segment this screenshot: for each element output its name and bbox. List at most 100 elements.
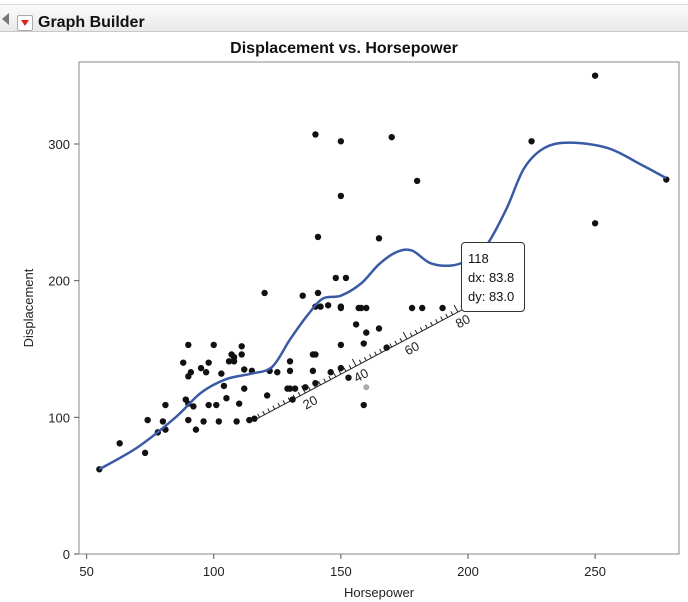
data-point[interactable]: [345, 374, 352, 381]
data-point[interactable]: [261, 289, 268, 297]
data-point[interactable]: [223, 395, 230, 402]
ruler-tick: [318, 381, 321, 386]
data-point[interactable]: [314, 289, 322, 297]
data-point[interactable]: [241, 385, 248, 392]
data-point[interactable]: [241, 366, 248, 373]
data-point[interactable]: [286, 367, 294, 375]
data-point[interactable]: [289, 396, 296, 403]
data-point[interactable]: [210, 341, 217, 349]
data-point[interactable]: [162, 401, 169, 409]
data-point[interactable]: [327, 369, 334, 376]
data-point[interactable]: [220, 382, 228, 390]
y-tick-label: 0: [63, 547, 70, 562]
data-point[interactable]: [246, 416, 253, 424]
data-point[interactable]: [439, 304, 446, 312]
data-point[interactable]: [286, 385, 294, 392]
data-point[interactable]: [235, 400, 243, 407]
ruler-tick: [257, 413, 260, 418]
data-point[interactable]: [324, 302, 332, 309]
data-point[interactable]: [185, 341, 192, 349]
data-point[interactable]: [205, 401, 212, 409]
data-point[interactable]: [205, 359, 212, 366]
data-point[interactable]: [337, 341, 345, 349]
data-point[interactable]: [144, 416, 151, 424]
data-point[interactable]: [202, 369, 210, 376]
data-point[interactable]: [312, 351, 319, 358]
data-point[interactable]: [286, 358, 294, 365]
data-point[interactable]: [413, 177, 421, 185]
data-point[interactable]: [197, 364, 205, 372]
data-point[interactable]: [238, 351, 245, 358]
data-point[interactable]: [230, 354, 238, 361]
data-point[interactable]: [274, 369, 281, 376]
data-point[interactable]: [215, 418, 223, 425]
data-point[interactable]: [383, 344, 390, 351]
y-axis-label: Displacement: [21, 268, 36, 347]
ruler-tick: [419, 327, 423, 332]
data-point[interactable]: [302, 384, 309, 391]
data-point[interactable]: [337, 304, 345, 312]
data-point[interactable]: [299, 292, 306, 299]
data-point[interactable]: [180, 359, 187, 366]
data-point[interactable]: [388, 133, 395, 141]
data-point[interactable]: [591, 72, 599, 79]
data-point[interactable]: [317, 303, 324, 310]
data-point[interactable]: [375, 325, 383, 332]
data-point[interactable]: [337, 138, 345, 145]
data-point[interactable]: [408, 304, 416, 312]
plot-frame: [78, 61, 680, 555]
ruler-tick-label: 20: [300, 392, 320, 412]
data-point[interactable]: [363, 329, 370, 336]
ruler-tick: [338, 370, 342, 375]
data-point[interactable]: [225, 358, 233, 365]
data-point[interactable]: [192, 426, 200, 433]
data-point[interactable]: [375, 235, 383, 242]
data-point[interactable]: [200, 418, 207, 425]
data-point[interactable]: [591, 220, 599, 227]
data-point[interactable]: [360, 401, 367, 409]
ruler-tick: [450, 310, 454, 315]
data-point[interactable]: [187, 369, 195, 376]
data-point[interactable]: [528, 138, 535, 145]
data-point[interactable]: [419, 304, 426, 312]
data-point[interactable]: [337, 364, 345, 372]
data-point[interactable]: [213, 401, 220, 409]
data-point[interactable]: [309, 367, 317, 375]
ruler-tick: [430, 321, 433, 326]
data-point[interactable]: [185, 416, 192, 424]
data-point[interactable]: [159, 418, 167, 425]
data-point[interactable]: [218, 370, 225, 377]
data-point[interactable]: [190, 403, 197, 410]
data-point[interactable]: [312, 131, 319, 138]
data-point[interactable]: [263, 392, 271, 399]
data-point[interactable]: [342, 274, 350, 282]
data-point[interactable]: [363, 304, 370, 312]
data-point[interactable]: [291, 385, 299, 392]
data-point[interactable]: [251, 415, 258, 422]
data-point[interactable]: [233, 418, 240, 425]
data-point[interactable]: [358, 304, 365, 312]
data-point[interactable]: [360, 340, 367, 347]
ruler-tick-label: 40: [351, 365, 371, 385]
data-point[interactable]: [337, 192, 345, 200]
data-point[interactable]: [352, 321, 360, 328]
ruler-tick: [267, 408, 271, 413]
ruler-tick: [394, 340, 398, 345]
ruler-tick: [389, 343, 393, 348]
ruler-tick: [328, 375, 332, 380]
x-tick-label: 100: [203, 564, 225, 579]
data-point[interactable]: [238, 343, 245, 350]
tooltip-dx: dx: 83.8: [468, 270, 515, 285]
data-point[interactable]: [332, 274, 339, 282]
disclosure-triangle-icon[interactable]: [2, 13, 9, 25]
data-point[interactable]: [314, 233, 322, 241]
ruler-tick: [348, 364, 352, 369]
red-triangle-menu-icon[interactable]: [17, 15, 33, 31]
ruler-tick: [445, 313, 449, 318]
ruler-tick-label: 80: [453, 311, 473, 331]
data-point[interactable]: [141, 449, 149, 457]
data-point[interactable]: [116, 440, 123, 447]
ruler-tick: [414, 329, 418, 334]
data-point[interactable]: [312, 379, 319, 387]
